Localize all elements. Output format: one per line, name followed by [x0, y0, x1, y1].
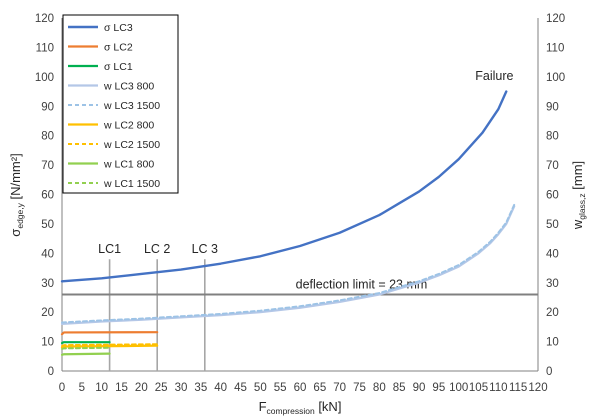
legend-label-w-lc3-800: w LC3 800 — [103, 81, 154, 93]
legend-label-w-lc3-1500: w LC3 1500 — [103, 100, 160, 112]
y-left-tick-label: 90 — [41, 101, 54, 113]
reference-lines: LC1 LC 2 LC 3 — [98, 242, 218, 371]
y-left-tick-label: 20 — [41, 307, 54, 319]
series-line-w-lc3-1500 — [61, 203, 516, 324]
reference-label-lc1: LC1 — [98, 242, 121, 256]
y-left-tick-label: 70 — [41, 160, 54, 172]
y-left-tick-label: 50 — [41, 219, 54, 231]
series-line-w-lc1-800 — [60, 352, 111, 356]
y-axis-right-title-sub: glass,z — [577, 193, 587, 219]
x-tick-label: 40 — [214, 382, 227, 394]
x-tick-label: 95 — [432, 382, 445, 394]
y-left-tick-label: 0 — [48, 366, 54, 378]
y-left-tick-label: 40 — [41, 248, 54, 260]
y-left-tick-label: 110 — [36, 42, 54, 54]
x-tick-label: 120 — [528, 382, 547, 394]
y-right-tick-label: 90 — [546, 101, 559, 113]
series-line-w-lc2-800 — [60, 344, 159, 349]
y-left-tick-label: 120 — [35, 13, 54, 25]
x-tick-label: 110 — [489, 382, 507, 394]
x-tick-label: 45 — [234, 382, 247, 394]
deflection-limit-line-group: deflection limit = 23 mm — [62, 278, 538, 296]
x-axis-title-main: F — [259, 399, 267, 414]
deflection-limit-label: deflection limit = 23 mm — [296, 278, 428, 292]
x-tick-label: 35 — [194, 382, 207, 394]
x-tick-label: 55 — [274, 382, 287, 394]
y-left-tick-label: 80 — [41, 131, 54, 143]
series-line-w-lc1-1500 — [61, 346, 111, 350]
y-right-tick-label: 80 — [546, 131, 559, 143]
y-right-tick-labels: 0 10 20 30 40 50 60 70 80 90 100 110 120 — [546, 13, 565, 378]
y-axis-left-title-sub: edge,y — [15, 202, 25, 228]
legend-label-w-lc2-1500: w LC2 1500 — [103, 139, 160, 151]
reference-label-lc-3: LC 3 — [192, 242, 218, 256]
y-axis-right-title-unit: [mm] — [570, 161, 585, 194]
x-tick-label: 65 — [313, 382, 326, 394]
y-right-tick-label: 20 — [546, 307, 559, 319]
x-axis-title-unit: [kN] — [315, 399, 342, 414]
y-left-tick-labels: 0 10 20 30 40 50 60 70 80 90 100 110 120 — [35, 13, 54, 378]
legend-label-sigma-lc2: σ LC2 — [104, 42, 133, 54]
x-tick-label: 115 — [509, 382, 527, 394]
x-axis-title: Fcompression [kN] — [259, 399, 342, 416]
legend-label-w-lc1-1500: w LC1 1500 — [103, 178, 160, 190]
y-right-tick-label: 100 — [546, 72, 565, 84]
x-tick-label: 25 — [155, 382, 168, 394]
y-axis-left-title-unit: [N/mm²] — [8, 153, 23, 203]
x-tick-label: 0 — [59, 382, 65, 394]
x-tick-label: 20 — [135, 382, 148, 394]
x-tick-label: 75 — [353, 382, 366, 394]
legend: σ LC3 σ LC2 σ LC1 w LC3 800 w LC3 1500 w LC2 … — [62, 14, 179, 194]
y-right-tick-label: 50 — [546, 219, 559, 231]
series-line-sigma-lc3 — [60, 90, 508, 283]
series-line-sigma-lc2 — [60, 331, 159, 336]
y-right-tick-label: 40 — [546, 248, 559, 260]
y-right-tick-label: 30 — [546, 278, 559, 290]
y-axis-right-title-main: w — [570, 219, 585, 230]
y-right-tick-label: 60 — [546, 190, 559, 202]
x-tick-label: 85 — [393, 382, 406, 394]
y-right-tick-label: 10 — [546, 337, 559, 349]
y-right-tick-label: 120 — [546, 13, 565, 25]
x-tick-labels: 0 5 10 15 20 25 30 35 40 45 50 55 60 65 70 75 80 85 90 95 10… — [59, 382, 548, 394]
y-right-tick-label: 70 — [546, 160, 559, 172]
legend-label-w-lc1-800: w LC1 800 — [103, 159, 154, 171]
x-tick-label: 100 — [449, 382, 468, 394]
y-axis-left-title: σedge,y [N/mm²] — [8, 153, 25, 236]
x-tick-label: 10 — [95, 382, 108, 394]
legend-label-sigma-lc3: σ LC3 — [104, 22, 133, 34]
y-left-tick-label: 30 — [41, 278, 54, 290]
legend-label-w-lc2-800: w LC2 800 — [103, 120, 154, 132]
x-tick-label: 30 — [175, 382, 188, 394]
y-left-tick-label: 60 — [41, 190, 54, 202]
series-line-w-lc3-800 — [60, 205, 516, 326]
y-axis-left-title-main: σ — [8, 229, 23, 237]
series-line-sigma-lc1 — [60, 341, 111, 345]
x-tick-label: 90 — [413, 382, 426, 394]
x-tick-label: 70 — [333, 382, 346, 394]
x-axis-title-sub: compression — [267, 406, 315, 416]
series-line-w-lc2-1500 — [61, 343, 159, 347]
series-layer — [60, 90, 516, 356]
reference-label-lc-2: LC 2 — [144, 242, 170, 256]
x-tick-label: 80 — [373, 382, 386, 394]
x-tick-label: 15 — [115, 382, 128, 394]
y-left-tick-label: 10 — [41, 337, 54, 349]
x-tick-label: 5 — [79, 382, 85, 394]
y-axis-right-title: wglass,z [mm] — [570, 161, 587, 230]
x-tick-label: 105 — [469, 382, 488, 394]
y-left-tick-label: 100 — [35, 72, 54, 84]
x-tick-label: 50 — [254, 382, 267, 394]
y-right-tick-label: 110 — [546, 42, 564, 54]
x-tick-label: 60 — [294, 382, 307, 394]
plot-area — [61, 18, 539, 372]
legend-label-sigma-lc1: σ LC1 — [104, 61, 133, 73]
failure-annotation: Failure — [475, 69, 513, 83]
y-right-tick-label: 0 — [546, 366, 552, 378]
annotations: Failure — [475, 69, 513, 83]
